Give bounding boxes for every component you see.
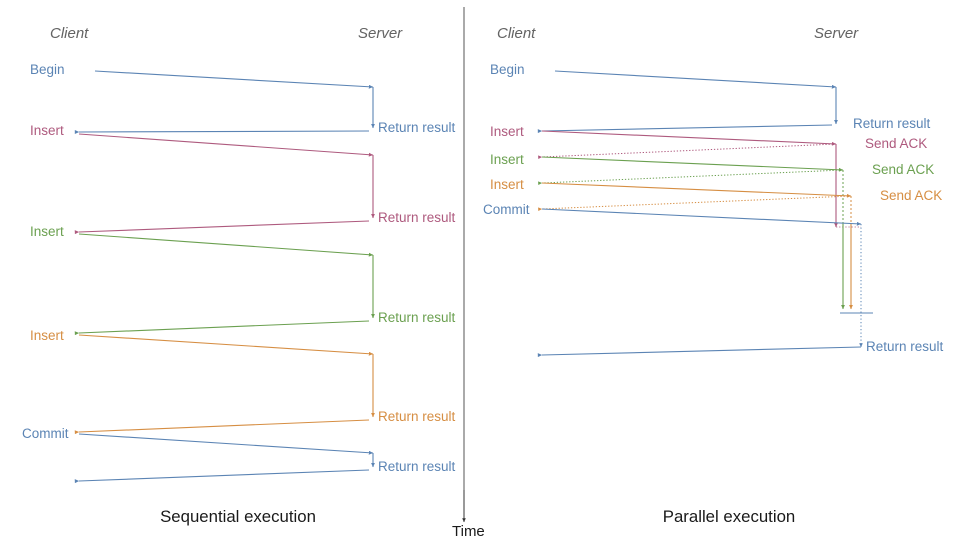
svg-text:Return result: Return result — [378, 120, 456, 135]
svg-text:Return result: Return result — [378, 210, 456, 225]
svg-text:Client: Client — [497, 25, 536, 42]
svg-text:Insert: Insert — [490, 177, 524, 192]
svg-text:Parallel execution: Parallel execution — [663, 507, 795, 526]
svg-text:Insert: Insert — [490, 124, 524, 139]
svg-text:Insert: Insert — [30, 123, 64, 138]
svg-text:Insert: Insert — [490, 152, 524, 167]
svg-text:Return result: Return result — [378, 409, 456, 424]
svg-text:Send ACK: Send ACK — [865, 136, 927, 151]
svg-text:Insert: Insert — [30, 224, 64, 239]
svg-text:Client: Client — [50, 25, 89, 42]
svg-text:Time: Time — [452, 523, 485, 540]
svg-text:Server: Server — [814, 25, 859, 42]
svg-text:Sequential execution: Sequential execution — [160, 507, 316, 526]
svg-text:Send ACK: Send ACK — [880, 188, 942, 203]
svg-text:Commit: Commit — [22, 426, 69, 441]
svg-text:Return result: Return result — [378, 459, 456, 474]
svg-text:Return result: Return result — [853, 116, 931, 131]
svg-text:Begin: Begin — [490, 62, 525, 77]
svg-text:Commit: Commit — [483, 202, 530, 217]
svg-text:Return result: Return result — [866, 339, 944, 354]
svg-text:Return result: Return result — [378, 310, 456, 325]
svg-text:Server: Server — [358, 25, 403, 42]
svg-text:Insert: Insert — [30, 328, 64, 343]
svg-text:Send ACK: Send ACK — [872, 162, 934, 177]
svg-text:Begin: Begin — [30, 62, 65, 77]
